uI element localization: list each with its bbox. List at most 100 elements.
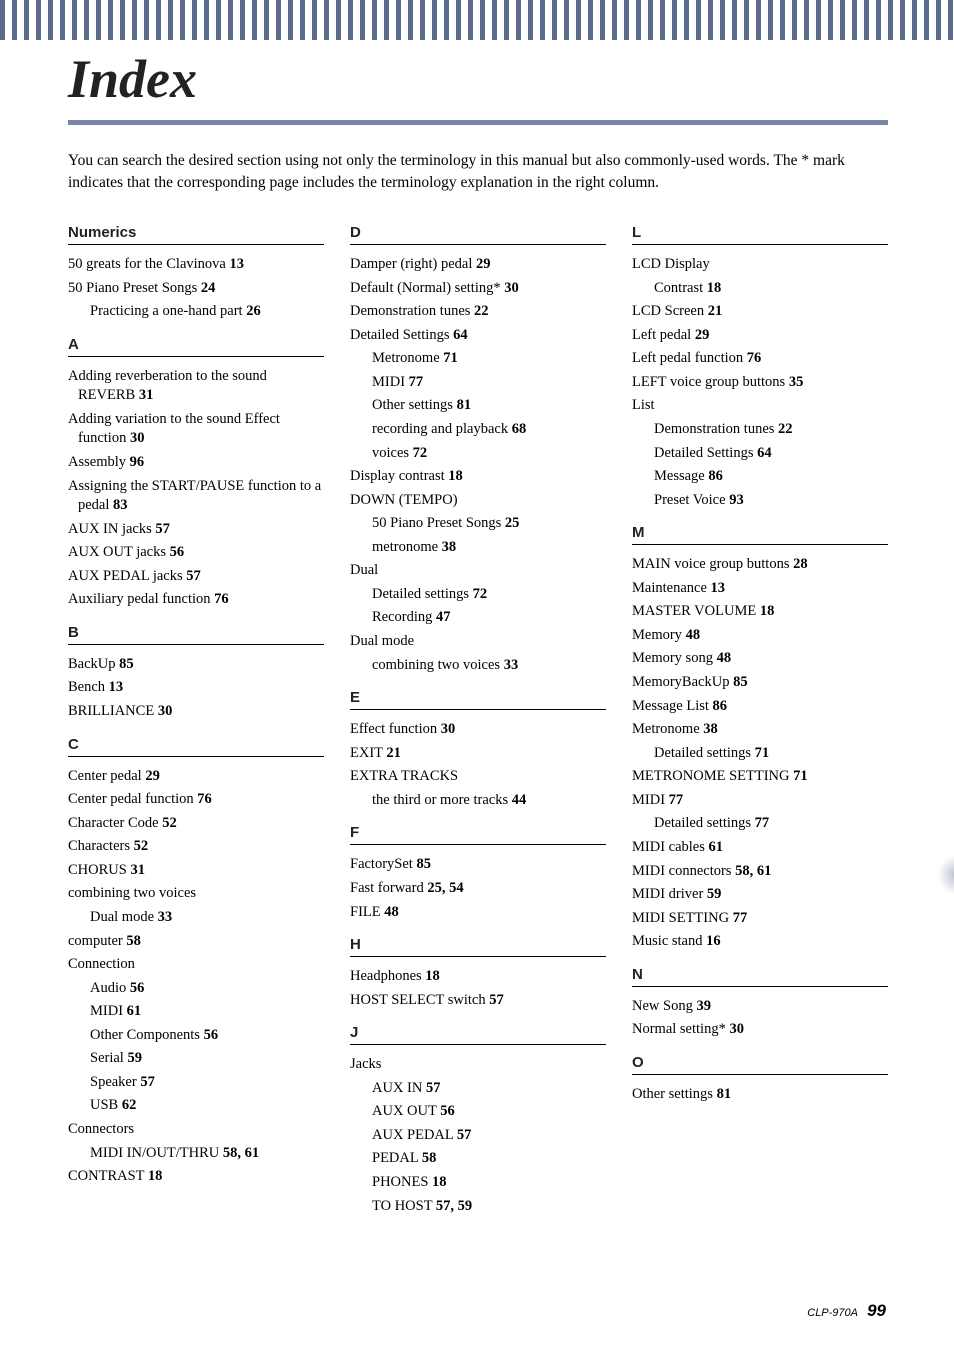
entry-page: 57, 59: [436, 1198, 472, 1214]
entry-page: 18: [760, 603, 775, 619]
section-letter: L: [632, 224, 888, 241]
entry-text: FILE: [350, 904, 381, 920]
page-edge-shadow: [938, 855, 954, 895]
entry-text: Detailed Settings: [350, 327, 449, 343]
index-entry: Adding variation to the sound Effect fun…: [68, 410, 324, 449]
index-entry: Contrast 18: [654, 279, 888, 299]
entry-text: AUX IN jacks: [68, 521, 152, 537]
entry-page: 68: [512, 421, 527, 437]
entry-page: 72: [473, 586, 488, 602]
entry-text: Left pedal: [632, 327, 691, 343]
entry-text: BackUp: [68, 656, 116, 672]
entry-text: PEDAL: [372, 1150, 418, 1166]
entry-page: 16: [706, 933, 721, 949]
entry-text: combining two voices: [372, 657, 500, 673]
index-entry: AUX OUT jacks 56: [68, 543, 324, 563]
entry-page: 18: [148, 1168, 163, 1184]
index-entry: voices 72: [372, 444, 606, 464]
index-entry: 50 Piano Preset Songs 25: [372, 514, 606, 534]
index-entry: PEDAL 58: [372, 1149, 606, 1169]
index-entry: Dual: [350, 561, 606, 581]
entry-page: 85: [119, 656, 134, 672]
index-entry: Assembly 96: [68, 453, 324, 473]
index-entry: MIDI IN/OUT/THRU 58, 61: [90, 1144, 324, 1164]
entry-text: Auxiliary pedal function: [68, 591, 211, 607]
section-letter: C: [68, 736, 324, 753]
entry-text: Memory song: [632, 650, 713, 666]
index-entry: Other settings 81: [372, 396, 606, 416]
section-letter: M: [632, 524, 888, 541]
entry-page: 29: [695, 327, 710, 343]
index-entry: Detailed settings 77: [654, 814, 888, 834]
entry-page: 56: [170, 544, 185, 560]
entry-page: 13: [109, 679, 124, 695]
footer: CLP-970A 99: [807, 1301, 886, 1321]
entry-text: MIDI cables: [632, 839, 705, 855]
index-entry: computer 58: [68, 932, 324, 952]
entry-text: combining two voices: [68, 885, 196, 901]
entry-text: MIDI driver: [632, 886, 703, 902]
entry-text: MIDI: [90, 1003, 123, 1019]
section-rule: [350, 244, 606, 245]
index-entry: Display contrast 18: [350, 467, 606, 487]
index-entry: Left pedal 29: [632, 326, 888, 346]
index-entry: Dual mode 33: [90, 908, 324, 928]
entry-page: 18: [707, 280, 722, 296]
section-rule: [350, 1044, 606, 1045]
index-entry: Assigning the START/PAUSE function to a …: [68, 477, 324, 516]
entry-page: 18: [448, 468, 463, 484]
entry-page: 57: [140, 1074, 155, 1090]
entry-text: DOWN (TEMPO): [350, 492, 458, 508]
entry-text: Characters: [68, 838, 130, 854]
index-entry: METRONOME SETTING 71: [632, 767, 888, 787]
index-entry: FILE 48: [350, 903, 606, 923]
index-entry: Audio 56: [90, 979, 324, 999]
section-rule: [350, 956, 606, 957]
index-entry: LCD Display: [632, 255, 888, 275]
index-entry: Demonstration tunes 22: [350, 302, 606, 322]
entry-text: Fast forward: [350, 880, 424, 896]
index-entry: USB 62: [90, 1096, 324, 1116]
index-entry: MIDI SETTING 77: [632, 909, 888, 929]
index-entry: Message 86: [654, 467, 888, 487]
index-entry: Memory 48: [632, 626, 888, 646]
entry-page: 30: [130, 430, 145, 446]
index-entry: Other settings 81: [632, 1085, 888, 1105]
entry-text: Display contrast: [350, 468, 445, 484]
entry-text: LCD Screen: [632, 303, 704, 319]
entry-page: 52: [162, 815, 177, 831]
intro-text: You can search the desired section using…: [68, 150, 888, 195]
entry-page: 93: [729, 492, 744, 508]
entry-page: 22: [778, 421, 793, 437]
index-entry: metronome 38: [372, 538, 606, 558]
index-entry: Connection: [68, 955, 324, 975]
entry-page: 61: [709, 839, 724, 855]
index-columns: Numerics50 greats for the Clavinova 1350…: [68, 224, 888, 1220]
entry-page: 28: [793, 556, 808, 572]
entry-page: 29: [476, 256, 491, 272]
index-entry: Effect function 30: [350, 720, 606, 740]
entry-text: MASTER VOLUME: [632, 603, 756, 619]
entry-text: Character Code: [68, 815, 159, 831]
index-entry: MIDI 77: [372, 373, 606, 393]
index-entry: Dual mode: [350, 632, 606, 652]
index-entry: MIDI 61: [90, 1002, 324, 1022]
entry-text: BRILLIANCE: [68, 703, 154, 719]
section-letter: J: [350, 1024, 606, 1041]
index-entry: Metronome 38: [632, 720, 888, 740]
index-entry: MIDI 77: [632, 791, 888, 811]
entry-text: Connection: [68, 956, 135, 972]
entry-page: 25: [505, 515, 520, 531]
entry-page: 48: [717, 650, 732, 666]
entry-page: 22: [474, 303, 489, 319]
entry-text: Demonstration tunes: [350, 303, 470, 319]
entry-page: 81: [457, 397, 472, 413]
entry-text: Left pedal function: [632, 350, 743, 366]
entry-page: 59: [707, 886, 722, 902]
entry-text: List: [632, 397, 655, 413]
entry-text: Demonstration tunes: [654, 421, 774, 437]
index-entry: CONTRAST 18: [68, 1167, 324, 1187]
entry-text: MemoryBackUp: [632, 674, 729, 690]
page-title: Index: [68, 48, 197, 110]
entry-page: 44: [512, 792, 527, 808]
